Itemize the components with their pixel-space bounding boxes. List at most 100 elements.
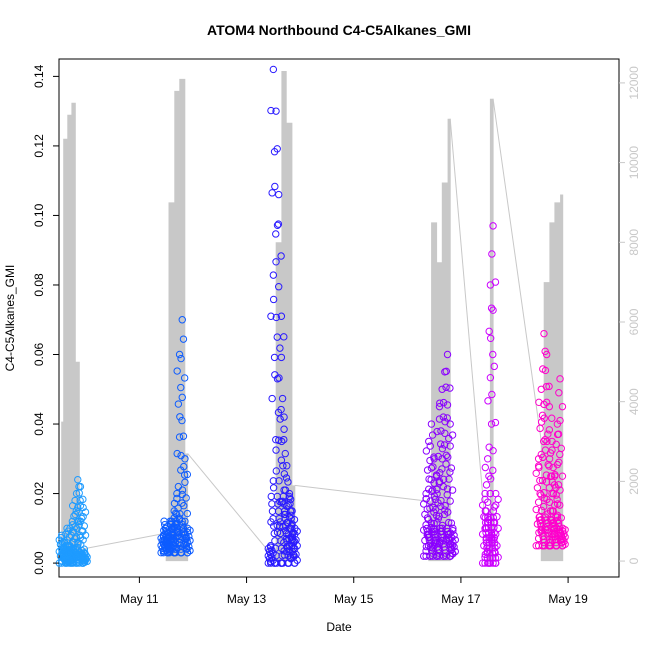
data-point [558, 472, 567, 480]
data-point [289, 544, 298, 552]
y-tick-label: 0.00 [32, 551, 46, 575]
data-point [538, 476, 547, 485]
data-point [484, 455, 492, 463]
data-point [272, 313, 281, 322]
data-point [442, 460, 450, 468]
y-tick-label: 0.08 [32, 273, 46, 297]
data-point [554, 516, 562, 524]
data-point [436, 524, 444, 533]
data-point [424, 530, 432, 539]
data-point [268, 500, 276, 508]
data-point [271, 182, 279, 191]
data-point [177, 548, 186, 557]
data-point [277, 544, 286, 552]
data-point [66, 553, 75, 561]
data-point [548, 478, 556, 486]
data-point [551, 532, 559, 540]
y-tick-label: 0.10 [32, 203, 46, 227]
data-point [183, 545, 191, 553]
data-point [434, 452, 442, 461]
data-point [447, 519, 456, 527]
data-point [484, 498, 492, 506]
data-point [543, 437, 551, 446]
data-point [75, 489, 83, 497]
data-point [285, 559, 293, 567]
data-point [532, 469, 540, 477]
data-point [281, 514, 289, 523]
data-point [178, 486, 187, 494]
data-point [540, 414, 548, 422]
data-point [63, 558, 71, 566]
data-point [439, 413, 448, 421]
data-point [274, 500, 282, 508]
data-point [486, 373, 495, 382]
data-point [542, 478, 551, 486]
data-point [168, 531, 177, 539]
data-point [537, 506, 546, 515]
data-point [483, 554, 492, 562]
data-point [277, 456, 286, 464]
data-point [269, 484, 278, 492]
data-point [426, 442, 434, 450]
data-point [489, 306, 497, 314]
data-point [283, 537, 291, 545]
data-point [533, 484, 542, 492]
x-tick-label: May 15 [334, 592, 374, 606]
data-point [536, 476, 544, 485]
data-point [481, 518, 490, 527]
data-point [268, 189, 276, 197]
data-point [289, 528, 298, 537]
data-point [267, 312, 275, 320]
data-point [443, 414, 451, 422]
data-point [181, 478, 189, 486]
data-point [545, 455, 554, 463]
data-point [446, 442, 454, 450]
data-point [272, 107, 280, 115]
data-point [430, 455, 438, 463]
data-point [542, 471, 551, 479]
data-point [489, 350, 497, 359]
x-axis-label: Date [326, 620, 352, 634]
data-point [540, 488, 548, 497]
data-point [443, 485, 452, 493]
data-point [75, 521, 83, 529]
data-point [172, 517, 180, 525]
data-point [547, 513, 555, 521]
data-point [443, 401, 452, 409]
data-point [447, 464, 456, 472]
data-point [176, 510, 184, 518]
secondary-line [165, 78, 189, 562]
data-point [484, 397, 492, 405]
data-point [482, 523, 490, 532]
data-point [74, 508, 82, 516]
data-point [68, 556, 76, 565]
y2-tick-label: 0 [627, 557, 641, 564]
data-point [534, 498, 543, 506]
data-point [553, 542, 561, 550]
data-point [273, 221, 282, 229]
data-point [448, 486, 457, 494]
secondary-connector [81, 532, 167, 550]
data-point [439, 475, 448, 484]
data-point [534, 534, 543, 543]
data-point [535, 463, 543, 472]
data-point [436, 502, 445, 511]
data-point [544, 430, 552, 438]
data-point [433, 485, 441, 494]
data-point [182, 541, 191, 550]
x-tick-label: May 13 [227, 592, 267, 606]
data-point [449, 550, 457, 558]
secondary-connector [492, 98, 542, 442]
data-point [441, 502, 449, 510]
data-point [554, 481, 563, 489]
data-point [542, 516, 550, 524]
data-point [181, 455, 189, 463]
data-point [482, 481, 491, 489]
data-point [437, 496, 445, 505]
data-point [81, 531, 90, 539]
data-point [279, 492, 288, 501]
data-point [436, 399, 444, 407]
data-point [179, 521, 187, 529]
data-point [74, 475, 82, 484]
data-point [443, 491, 451, 499]
